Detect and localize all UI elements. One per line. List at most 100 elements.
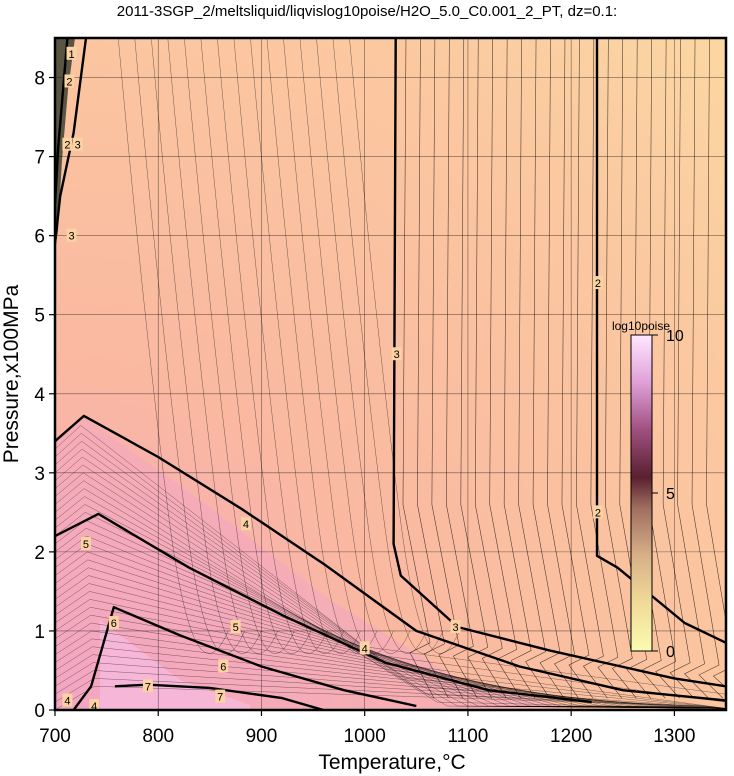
y-tick-label-6: 6 [34, 227, 45, 248]
plot-frame [53, 36, 728, 712]
x-tick-label-0: 700 [39, 726, 71, 747]
contour-label-bg-0 [592, 276, 603, 290]
minor-contour-28 [217, 38, 328, 654]
contour-label-8: 6 [111, 618, 117, 630]
minor-contour-27 [200, 38, 312, 654]
minor-contour-21 [706, 38, 726, 688]
colorbar-tick-label-2: 10 [666, 328, 684, 345]
minor-contour-44 [55, 480, 726, 709]
minor-contour-11 [561, 38, 594, 699]
minor-contour-24 [151, 38, 262, 654]
contour-label-12: 3 [68, 231, 74, 243]
minor-contour-69 [55, 678, 726, 709]
colorbar-tick-label-0: 0 [666, 644, 675, 661]
minor-contour-35 [332, 38, 444, 654]
x-tick-label-6: 1300 [653, 726, 695, 747]
y-tick-label-2: 2 [34, 543, 45, 564]
contour-label-10: 7 [145, 681, 151, 693]
minor-contour-14 [605, 38, 637, 699]
grid-lines [55, 38, 726, 710]
y-tick-label-8: 8 [34, 69, 45, 90]
x-tick-label-5: 1200 [550, 726, 592, 747]
colorbar-ticks: 0 5 10 [652, 328, 684, 661]
contour-label-bg-15 [64, 74, 75, 88]
minor-contour-12 [576, 38, 608, 699]
y-tick-label-3: 3 [34, 464, 45, 485]
contour-line-level-2-0 [595, 38, 726, 644]
contour-label-bg-17 [62, 693, 73, 707]
minor-contour-34 [316, 38, 427, 654]
contour-line-level-3-6 [55, 38, 88, 244]
contour-label-bg-16 [66, 46, 77, 60]
minor-contour-31 [266, 38, 378, 654]
minor-contour-22 [118, 38, 229, 654]
y-axis-ticks: 0 1 2 3 4 5 6 7 8 [34, 69, 55, 722]
contour-label-0: 2 [595, 278, 601, 290]
minor-contour-7 [503, 38, 536, 699]
contour-label-11: 7 [217, 692, 223, 704]
minor-contour-67 [55, 662, 726, 709]
contour-label-6: 5 [83, 539, 89, 551]
contour-label-2: 3 [394, 349, 400, 361]
contour-label-bg-12 [66, 228, 77, 242]
contour-label-14: 2 [64, 140, 70, 152]
minor-contour-8 [518, 38, 550, 699]
contour-line-level-4-2 [55, 414, 726, 702]
contour-label-17: 4 [64, 696, 70, 708]
contour-line-level-5-3 [55, 512, 592, 704]
contour-label-4: 4 [243, 519, 249, 531]
colorbar: log10poise 0 5 10 [612, 319, 684, 661]
minor-contour-5 [474, 38, 507, 699]
y-tick-label-4: 4 [34, 385, 45, 406]
contour-line-level-7-5 [114, 683, 324, 710]
contour-label-1: 2 [595, 507, 601, 519]
colorbar-label: log10poise [612, 319, 670, 333]
minor-contour-4 [460, 38, 493, 699]
contour-label-bg-11 [215, 689, 226, 703]
x-tick-label-1: 800 [142, 726, 174, 747]
contour-label-16: 1 [68, 49, 74, 61]
minor-contour-26 [184, 38, 295, 654]
x-axis-label: Temperature,°C [318, 751, 465, 774]
minor-contour-13 [590, 38, 623, 699]
y-axis-label: Pressure,x100MPa [0, 284, 23, 463]
minor-contour-66 [55, 654, 726, 709]
contour-label-bg-13 [72, 137, 83, 151]
contour-line-level-6-4 [72, 606, 417, 710]
contour-label-bg-5 [359, 641, 370, 655]
dark-viscous-region [55, 38, 75, 250]
contour-label-bg-10 [142, 679, 153, 693]
minor-contour-15 [619, 38, 651, 699]
x-axis-ticks: 700 800 900 1000 1100 1200 1300 [39, 710, 696, 747]
contour-label-3: 3 [452, 622, 458, 634]
contour-label-bg-1 [592, 505, 603, 519]
minor-contour-1 [417, 38, 449, 699]
colorbar-gradient [630, 334, 653, 652]
contour-label-7: 5 [233, 622, 239, 634]
contour-label-13: 3 [75, 140, 81, 152]
contour-label-5: 4 [362, 643, 368, 655]
contour-label-bg-7 [230, 619, 241, 633]
minor-contour-41 [55, 456, 726, 709]
minor-contour-33 [299, 38, 411, 654]
minor-contour-18 [662, 38, 695, 699]
x-tick-label-2: 900 [246, 726, 278, 747]
x-tick-label-4: 1100 [447, 726, 488, 747]
minor-contour-38 [55, 433, 726, 703]
minor-contour-40 [55, 448, 726, 709]
chart-title: 2011-3SGP_2/meltsliquid/liqvislog10poise… [117, 3, 617, 20]
x-tick-label-3: 1000 [344, 726, 386, 747]
minor-contour-3 [446, 38, 478, 699]
contour-label-bg-2 [391, 347, 402, 361]
minor-contour-25 [167, 38, 278, 654]
minor-contour-70 [55, 686, 726, 710]
y-tick-label-5: 5 [34, 306, 45, 327]
y-tick-label-7: 7 [34, 148, 45, 169]
contour-label-bg-9 [218, 659, 229, 673]
y-tick-label-0: 0 [34, 701, 45, 722]
colorbar-tick-label-1: 5 [666, 486, 675, 503]
contour-label-bg-4 [240, 517, 251, 531]
